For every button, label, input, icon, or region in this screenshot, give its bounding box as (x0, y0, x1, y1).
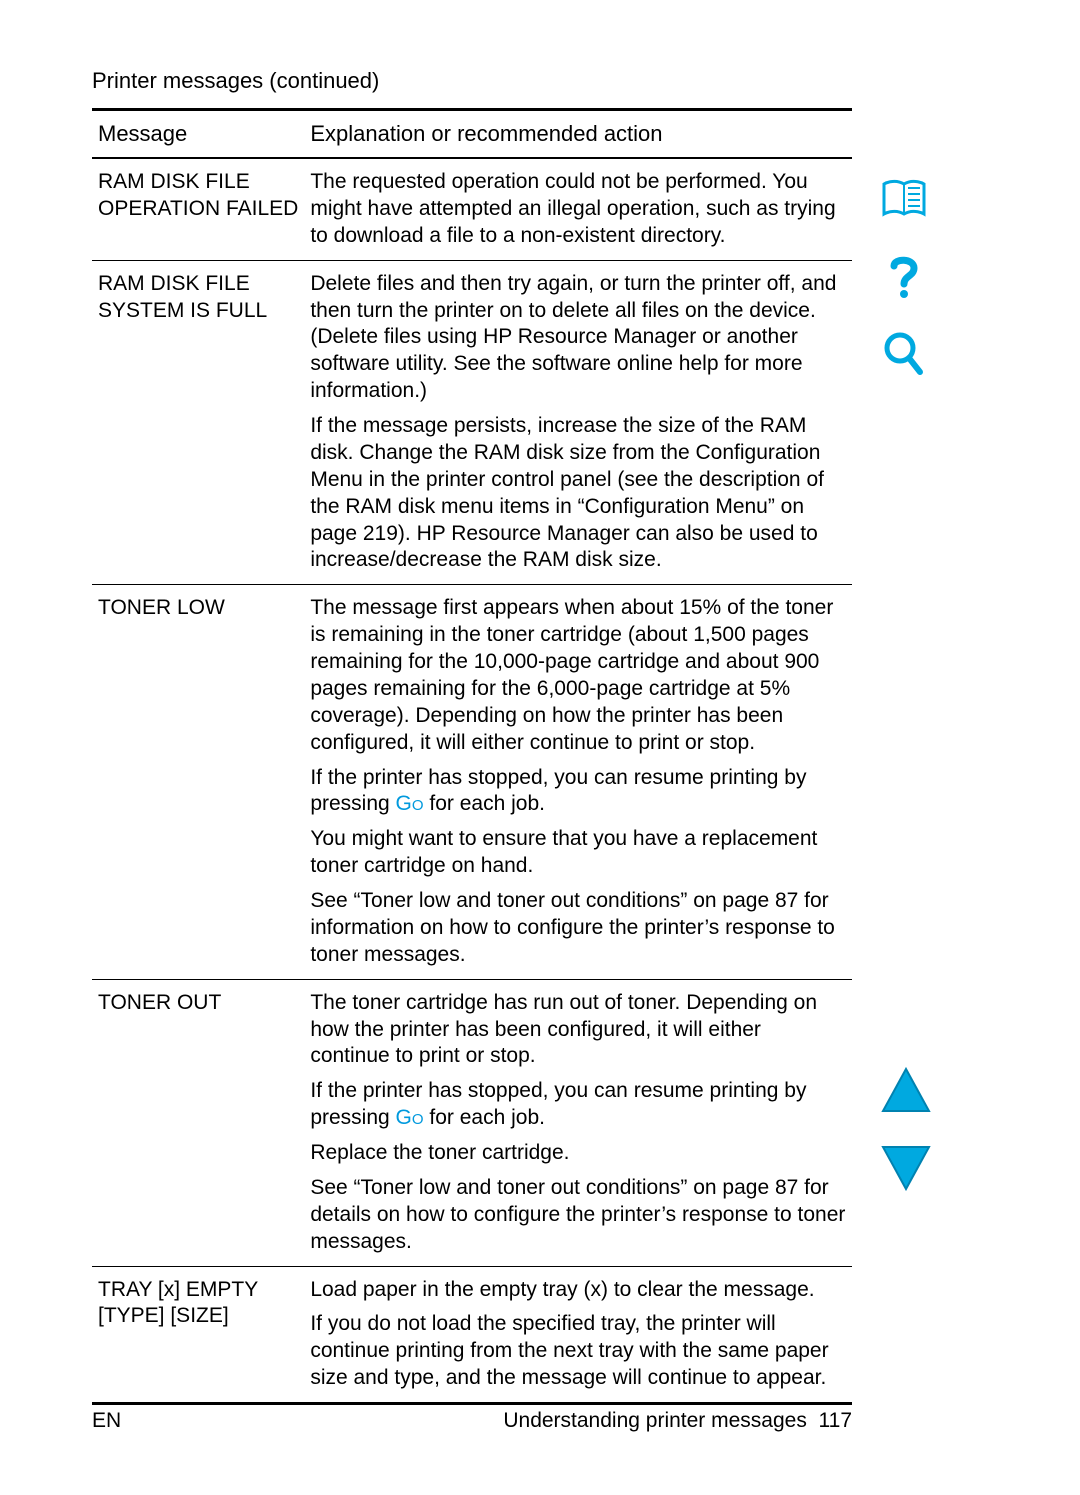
table-row: TONER LOW The message first appears when … (92, 585, 852, 979)
go-key: Go (396, 1106, 424, 1129)
table-row: RAM DISK FILEOPERATION FAILEDThe request… (92, 158, 852, 260)
message-line: TONER LOW (98, 595, 298, 622)
action-paragraph: The message first appears when about 15%… (310, 595, 846, 756)
message-line: RAM DISK FILE (98, 169, 298, 196)
footer-page-number: 117 (819, 1409, 852, 1432)
nav-arrows (880, 1066, 940, 1222)
action-cell: The toner cartridge has run out of toner… (304, 979, 852, 1266)
message-cell: TRAY [x] EMPTY[TYPE] [SIZE] (92, 1266, 304, 1404)
footer-section: Understanding printer messages (503, 1409, 807, 1432)
message-line: TRAY [x] EMPTY (98, 1277, 298, 1304)
book-icon[interactable] (880, 174, 928, 222)
help-icon[interactable] (880, 252, 928, 300)
action-paragraph: If you do not load the specified tray, t… (310, 1311, 846, 1392)
header-action: Explanation or recommended action (304, 110, 852, 159)
action-paragraph: See “Toner low and toner out conditions”… (310, 1175, 846, 1256)
table-caption: Printer messages (continued) (92, 68, 852, 94)
message-line: TONER OUT (98, 990, 298, 1017)
message-cell: TONER OUT (92, 979, 304, 1266)
action-paragraph: Replace the toner cartridge. (310, 1140, 846, 1167)
action-cell: The message first appears when about 15%… (304, 585, 852, 979)
page-footer: EN Understanding printer messages 117 (92, 1409, 852, 1433)
go-key: Go (396, 792, 424, 815)
message-cell: RAM DISK FILEOPERATION FAILED (92, 158, 304, 260)
page: Printer messages (continued) Message Exp… (0, 0, 1080, 1495)
next-page-icon[interactable] (880, 1144, 932, 1192)
message-line: [TYPE] [SIZE] (98, 1303, 298, 1330)
message-line: RAM DISK FILE (98, 271, 298, 298)
action-cell: The requested operation could not be per… (304, 158, 852, 260)
content-area: Printer messages (continued) Message Exp… (92, 68, 852, 1405)
message-cell: RAM DISK FILESYSTEM IS FULL (92, 260, 304, 585)
message-line: OPERATION FAILED (98, 196, 298, 223)
messages-table: Message Explanation or recommended actio… (92, 108, 852, 1405)
action-cell: Delete files and then try again, or turn… (304, 260, 852, 585)
message-line: SYSTEM IS FULL (98, 298, 298, 325)
prev-page-icon[interactable] (880, 1066, 932, 1114)
action-paragraph: Delete files and then try again, or turn… (310, 271, 846, 405)
action-paragraph: If the printer has stopped, you can resu… (310, 1078, 846, 1132)
action-paragraph: See “Toner low and toner out conditions”… (310, 888, 846, 969)
sidebar-icons (880, 174, 940, 408)
message-label: TONER LOW (98, 595, 298, 622)
action-paragraph: You might want to ensure that you have a… (310, 826, 846, 880)
action-paragraph: If the printer has stopped, you can resu… (310, 765, 846, 819)
message-label: TRAY [x] EMPTY[TYPE] [SIZE] (98, 1277, 298, 1331)
action-paragraph: Load paper in the empty tray (x) to clea… (310, 1277, 846, 1304)
message-label: RAM DISK FILEOPERATION FAILED (98, 169, 298, 223)
message-label: TONER OUT (98, 990, 298, 1017)
footer-right: Understanding printer messages 117 (503, 1409, 852, 1433)
action-cell: Load paper in the empty tray (x) to clea… (304, 1266, 852, 1404)
message-label: RAM DISK FILESYSTEM IS FULL (98, 271, 298, 325)
message-cell: TONER LOW (92, 585, 304, 979)
table-row: TONER OUT The toner cartridge has run out… (92, 979, 852, 1266)
table-row: TRAY [x] EMPTY[TYPE] [SIZE] Load paper in… (92, 1266, 852, 1404)
search-icon[interactable] (880, 330, 928, 378)
footer-left: EN (92, 1409, 121, 1433)
action-paragraph: The requested operation could not be per… (310, 169, 846, 250)
header-message: Message (92, 110, 304, 159)
action-paragraph: If the message persists, increase the si… (310, 413, 846, 574)
action-paragraph: The toner cartridge has run out of toner… (310, 990, 846, 1071)
table-row: RAM DISK FILESYSTEM IS FULLDelete files … (92, 260, 852, 585)
